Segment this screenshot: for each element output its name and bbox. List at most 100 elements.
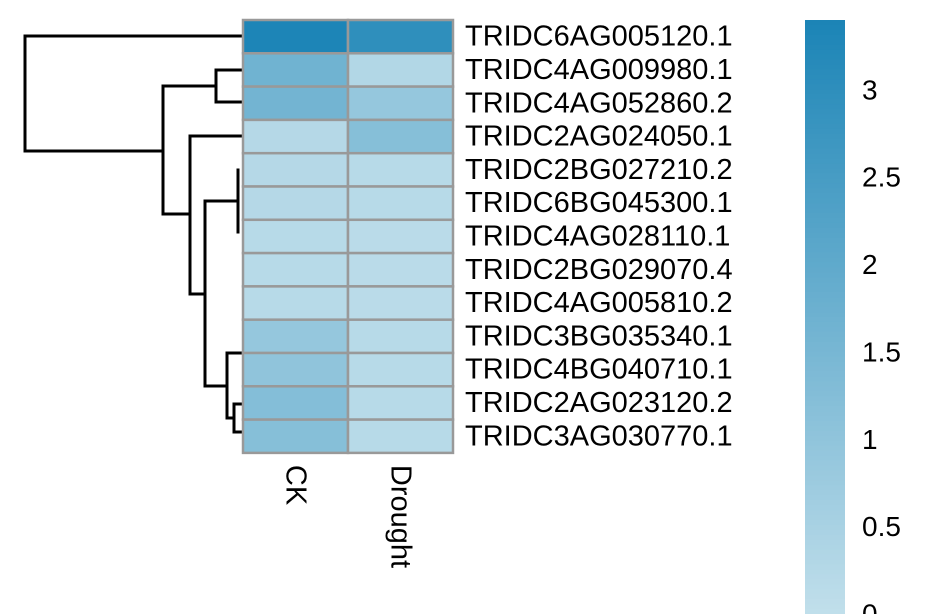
legend-gradient-step: [805, 569, 845, 575]
row-labels: TRIDC6AG005120.1TRIDC4AG009980.1TRIDC4AG…: [465, 21, 733, 453]
heatmap-cell: [346, 85, 455, 122]
legend-gradient-step: [805, 604, 845, 610]
legend-gradient-step: [805, 351, 845, 358]
legend-gradient-step: [805, 346, 845, 353]
heatmap-cell: [346, 151, 455, 188]
legend-gradient-step: [805, 544, 845, 551]
legend-gradient-step: [805, 20, 845, 26]
legend-gradient-step: [805, 510, 845, 516]
legend-gradient-step: [805, 114, 845, 120]
legend-gradient-step: [805, 188, 845, 194]
legend-gradient-step: [805, 178, 845, 184]
row-label: TRIDC2AG024050.1: [465, 121, 733, 153]
legend-gradient-step: [805, 123, 845, 130]
legend-gradient-step: [805, 252, 845, 259]
legend-gradient-step: [805, 227, 845, 234]
heatmap-cell: [241, 85, 350, 122]
row-label: TRIDC2BG029070.4: [465, 254, 733, 286]
legend-gradient-step: [805, 183, 845, 189]
legend-gradient-step: [805, 406, 845, 412]
legend-gradient-step: [805, 79, 845, 85]
row-label: TRIDC4AG009980.1: [465, 54, 733, 86]
legend-gradient-step: [805, 529, 845, 536]
legend-gradient-step: [805, 450, 845, 457]
heatmap-cell: [241, 151, 350, 188]
legend-gradient-step: [805, 425, 845, 432]
legend-gradient-step: [805, 331, 845, 338]
legend-gradient-step: [805, 302, 845, 308]
legend-gradient-step: [805, 84, 845, 90]
legend-gradient-step: [805, 218, 845, 224]
legend-gradient-step: [805, 119, 845, 125]
row-label: TRIDC6BG045300.1: [465, 187, 733, 219]
legend-gradient-step: [805, 163, 845, 170]
heatmap-cell: [346, 185, 455, 222]
legend-gradient-step: [805, 440, 845, 447]
legend-gradient-step: [805, 445, 845, 452]
legend-gradient-step: [805, 490, 845, 496]
heatmap-cell: [346, 218, 455, 255]
legend-gradient-step: [805, 297, 845, 303]
legend-gradient-step: [805, 554, 845, 561]
heatmap-cell: [346, 385, 455, 421]
legend-gradient-step: [805, 420, 845, 427]
legend-gradient-step: [805, 539, 845, 546]
legend-gradient-step: [805, 519, 845, 526]
row-label: TRIDC2AG023120.2: [465, 387, 733, 419]
legend-gradient-step: [805, 222, 845, 229]
legend-gradient-step: [805, 143, 845, 150]
legend-gradient-step: [805, 396, 845, 402]
legend-gradient-step: [805, 381, 845, 387]
column-labels: CK Drought: [280, 465, 417, 568]
legend-gradient-step: [805, 495, 845, 501]
legend-gradient-step: [805, 401, 845, 407]
legend-gradient-step: [805, 49, 845, 56]
legend-gradient-step: [805, 559, 845, 566]
legend-gradient-step: [805, 272, 845, 278]
heatmap-cell: [241, 318, 350, 355]
heatmap-cell: [346, 318, 455, 355]
legend-gradient-step: [805, 198, 845, 204]
legend-gradient-step: [805, 203, 845, 209]
heatmap-cell: [241, 218, 350, 255]
legend-gradient-step: [805, 24, 845, 31]
legend-gradient-step: [805, 39, 845, 46]
legend-gradient-step: [805, 94, 845, 100]
legend-gradient-step: [805, 465, 845, 472]
legend-gradient-step: [805, 416, 845, 422]
legend-gradient-step: [805, 64, 845, 71]
legend-gradient-step: [805, 29, 845, 36]
legend-gradient-step: [805, 435, 845, 442]
legend-gradient-step: [805, 500, 845, 506]
legend-gradient-step: [805, 361, 845, 368]
legend-gradient-step: [805, 564, 845, 571]
legend-tick-label: 0: [862, 599, 878, 614]
legend-gradient-step: [805, 475, 845, 481]
legend-gradient-step: [805, 574, 845, 580]
legend-gradient-step: [805, 133, 845, 140]
row-label: TRIDC4AG005810.2: [465, 287, 733, 319]
legend-gradient-step: [805, 321, 845, 328]
heatmap-cell: [241, 351, 350, 388]
legend-gradient-step: [805, 430, 845, 437]
legend-gradient-step: [805, 470, 845, 476]
legend-gradient-step: [805, 208, 845, 214]
legend-tick-label: 3: [862, 74, 878, 105]
legend-gradient-step: [805, 594, 845, 600]
color-legend: 0 0.5 1 1.5 2 2.5 3: [805, 20, 901, 614]
legend-gradient-step: [805, 242, 845, 249]
heatmap-cell: [241, 385, 350, 421]
legend-gradient-step: [805, 282, 845, 288]
legend-gradient-step: [805, 589, 845, 595]
legend-gradient-step: [805, 524, 845, 531]
legend-gradient-step: [805, 247, 845, 254]
legend-gradient-step: [805, 599, 845, 605]
legend-gradient-step: [805, 213, 845, 219]
heatmap-cells: [241, 18, 455, 455]
dendrogram-branch: [23, 34, 245, 153]
legend-gradient-step: [805, 74, 845, 80]
legend-gradient-step: [805, 99, 845, 105]
legend-gradient-step: [805, 336, 845, 343]
row-label: TRIDC3BG035340.1: [465, 320, 733, 352]
